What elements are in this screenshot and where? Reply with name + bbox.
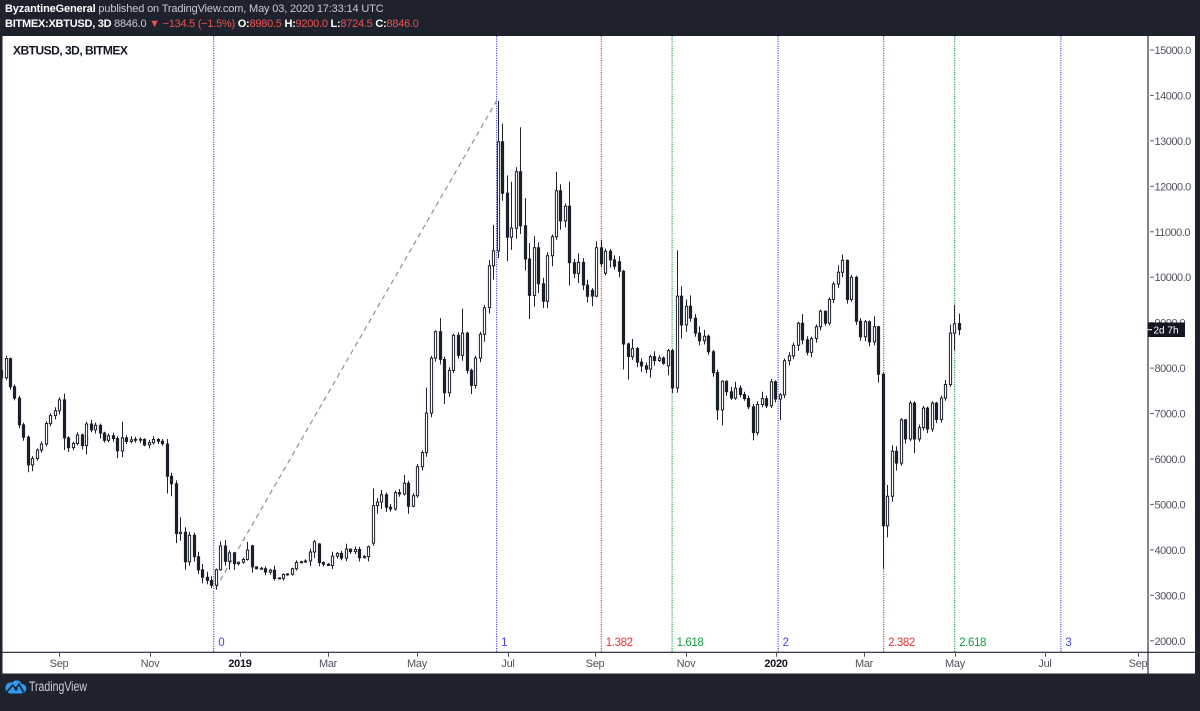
svg-text:Nov: Nov bbox=[677, 658, 696, 670]
svg-text:Sep: Sep bbox=[586, 658, 605, 670]
svg-text:Jul: Jul bbox=[501, 658, 514, 670]
svg-text:Sep: Sep bbox=[1129, 658, 1148, 670]
svg-text:2.618: 2.618 bbox=[959, 637, 986, 649]
svg-text:0: 0 bbox=[218, 637, 224, 649]
svg-text:May: May bbox=[945, 658, 966, 670]
svg-text:10000.0: 10000.0 bbox=[1155, 272, 1192, 284]
svg-text:2d 7h: 2d 7h bbox=[1154, 326, 1179, 337]
svg-text:Nov: Nov bbox=[141, 658, 160, 670]
svg-text:Sep: Sep bbox=[50, 658, 69, 670]
svg-text:6000.0: 6000.0 bbox=[1155, 454, 1186, 466]
svg-text:XBTUSD, 3D, BITMEX: XBTUSD, 3D, BITMEX bbox=[13, 44, 128, 58]
svg-text:7000.0: 7000.0 bbox=[1155, 409, 1186, 421]
svg-text:14000.0: 14000.0 bbox=[1155, 90, 1192, 102]
svg-text:2020: 2020 bbox=[764, 658, 787, 670]
svg-text:Mar: Mar bbox=[319, 658, 338, 670]
svg-text:15000.0: 15000.0 bbox=[1155, 45, 1192, 57]
svg-text:2.382: 2.382 bbox=[888, 637, 915, 649]
svg-text:3: 3 bbox=[1065, 637, 1071, 649]
svg-text:12000.0: 12000.0 bbox=[1155, 181, 1192, 193]
svg-text:11000.0: 11000.0 bbox=[1155, 227, 1191, 239]
svg-text:13000.0: 13000.0 bbox=[1155, 136, 1192, 148]
svg-text:3000.0: 3000.0 bbox=[1155, 590, 1186, 602]
svg-text:1.618: 1.618 bbox=[677, 637, 704, 649]
svg-text:4000.0: 4000.0 bbox=[1155, 545, 1186, 557]
svg-text:8000.0: 8000.0 bbox=[1155, 363, 1186, 375]
svg-text:2000.0: 2000.0 bbox=[1155, 636, 1186, 648]
svg-text:2: 2 bbox=[783, 637, 789, 649]
svg-text:Jul: Jul bbox=[1038, 658, 1051, 670]
svg-text:2019: 2019 bbox=[228, 658, 251, 670]
svg-text:Mar: Mar bbox=[855, 658, 874, 670]
svg-text:1.382: 1.382 bbox=[606, 637, 633, 649]
svg-text:5000.0: 5000.0 bbox=[1155, 499, 1186, 511]
svg-text:1: 1 bbox=[501, 637, 507, 649]
svg-text:May: May bbox=[407, 658, 428, 670]
